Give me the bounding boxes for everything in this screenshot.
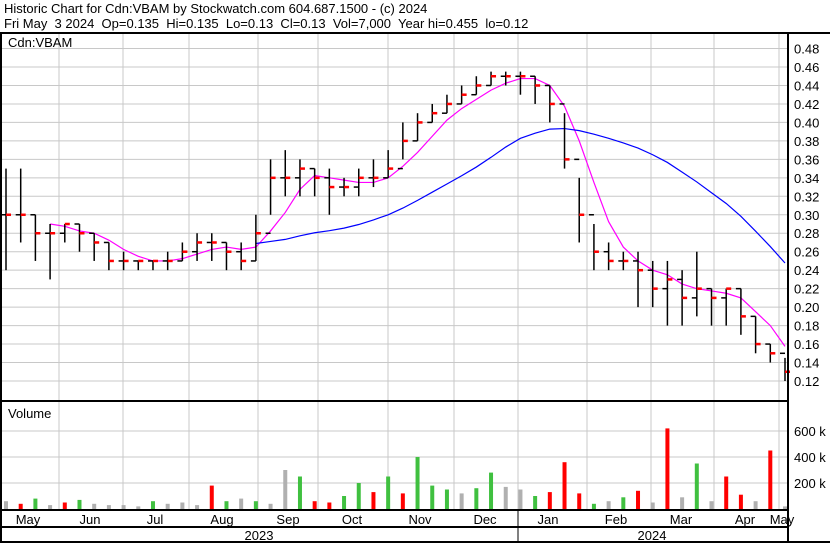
volume-bar xyxy=(77,499,82,509)
volume-bar xyxy=(371,492,376,509)
volume-bar xyxy=(268,503,273,509)
price-panel-label: Cdn:VBAM xyxy=(8,35,72,50)
volume-bar xyxy=(489,472,494,509)
volume-bar xyxy=(738,494,743,509)
volume-bar xyxy=(165,503,170,509)
volume-bar xyxy=(180,502,185,509)
volume-bar xyxy=(724,476,729,509)
volume-bar xyxy=(547,492,552,509)
price-tick-label: 0.18 xyxy=(794,319,819,334)
volume-bar xyxy=(636,490,641,509)
volume-bar xyxy=(136,506,141,509)
volume-bar xyxy=(665,428,670,509)
price-tick-label: 0.16 xyxy=(794,337,819,352)
volume-bar xyxy=(92,503,97,509)
volume-bar xyxy=(430,485,435,509)
volume-bar xyxy=(327,502,332,509)
volume-bar xyxy=(312,501,317,509)
month-label: Sep xyxy=(276,512,299,527)
chart-header-quote: Fri May 3 2024 Op=0.135 Hi=0.135 Lo=0.13… xyxy=(4,16,529,31)
volume-bar xyxy=(48,505,53,509)
volume-bar xyxy=(342,496,347,509)
price-tick-label: 0.36 xyxy=(794,152,819,167)
price-tick-label: 0.34 xyxy=(794,171,819,186)
year-label: 2023 xyxy=(245,528,274,543)
volume-bar xyxy=(150,501,155,509)
volume-bar xyxy=(33,498,38,509)
month-label: Dec xyxy=(473,512,497,527)
volume-bar xyxy=(239,498,244,509)
month-label: Apr xyxy=(735,512,756,527)
volume-bar xyxy=(562,462,567,509)
volume-bar xyxy=(753,501,758,509)
volume-bar xyxy=(768,450,773,509)
volume-panel-label: Volume xyxy=(8,406,51,421)
volume-bar xyxy=(709,501,714,509)
volume-bar xyxy=(503,486,508,509)
volume-bar xyxy=(650,502,655,509)
month-label: May xyxy=(770,512,795,527)
volume-bar xyxy=(386,476,391,509)
price-tick-label: 0.20 xyxy=(794,300,819,315)
volume-bar xyxy=(297,476,302,509)
volume-bar xyxy=(680,497,685,509)
month-label: Jun xyxy=(80,512,101,527)
volume-bar xyxy=(474,488,479,509)
volume-bar xyxy=(591,503,596,509)
month-label: Oct xyxy=(342,512,363,527)
volume-bar xyxy=(4,501,8,509)
volume-bar xyxy=(224,501,229,509)
volume-tick-label: 400 k xyxy=(794,450,826,465)
volume-bar xyxy=(606,501,611,509)
price-tick-label: 0.22 xyxy=(794,282,819,297)
month-label: May xyxy=(16,512,41,527)
volume-bar xyxy=(195,505,200,509)
month-label: Jan xyxy=(538,512,559,527)
volume-bar xyxy=(253,501,258,509)
month-label: Mar xyxy=(670,512,693,527)
volume-bar xyxy=(400,493,405,509)
price-tick-label: 0.24 xyxy=(794,263,819,278)
price-tick-label: 0.44 xyxy=(794,78,819,93)
price-tick-label: 0.12 xyxy=(794,374,819,389)
price-tick-label: 0.38 xyxy=(794,134,819,149)
volume-bar xyxy=(356,483,361,509)
price-tick-label: 0.26 xyxy=(794,245,819,260)
month-label: Nov xyxy=(408,512,432,527)
volume-bar xyxy=(209,485,214,509)
month-label: Jul xyxy=(147,512,164,527)
volume-bar xyxy=(18,503,23,509)
price-tick-label: 0.40 xyxy=(794,115,819,130)
volume-bar xyxy=(283,470,288,509)
price-tick-label: 0.48 xyxy=(794,42,819,57)
volume-bar xyxy=(533,496,538,509)
volume-bar xyxy=(62,502,67,509)
price-tick-label: 0.14 xyxy=(794,356,819,371)
price-tick-label: 0.46 xyxy=(794,60,819,75)
volume-bar xyxy=(518,489,523,509)
volume-bar xyxy=(621,497,626,509)
volume-bar xyxy=(444,489,449,509)
volume-tick-label: 600 k xyxy=(794,424,826,439)
volume-bar xyxy=(459,493,464,509)
volume-bar xyxy=(121,505,126,509)
long-moving-average-line xyxy=(255,127,786,264)
volume-bar xyxy=(694,463,699,509)
price-tick-label: 0.28 xyxy=(794,226,819,241)
volume-bar xyxy=(577,493,582,509)
month-label: Aug xyxy=(210,512,233,527)
month-label: Feb xyxy=(605,512,627,527)
price-tick-label: 0.42 xyxy=(794,97,819,112)
chart-header-title: Historic Chart for Cdn:VBAM by Stockwatc… xyxy=(4,1,428,16)
volume-bar xyxy=(415,457,420,509)
price-tick-label: 0.32 xyxy=(794,189,819,204)
price-tick-label: 0.30 xyxy=(794,208,819,223)
year-label: 2024 xyxy=(638,528,667,543)
volume-bar xyxy=(783,506,787,509)
volume-tick-label: 200 k xyxy=(794,476,826,491)
volume-bar xyxy=(106,505,111,509)
